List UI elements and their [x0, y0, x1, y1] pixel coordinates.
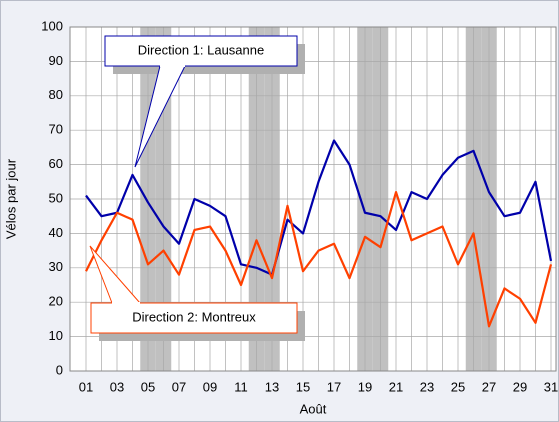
y-tick-label: 10 [49, 328, 63, 343]
x-tick-label: 15 [296, 379, 310, 394]
x-tick-label: 05 [141, 379, 155, 394]
y-tick-label: 30 [49, 259, 63, 274]
y-tick-label: 20 [49, 294, 63, 309]
x-tick-label: 17 [327, 379, 341, 394]
x-tick-label: 25 [451, 379, 465, 394]
x-tick-label: 01 [79, 379, 93, 394]
legend-label: Direction 2: Montreux [132, 309, 256, 324]
x-tick-label: 03 [110, 379, 124, 394]
legend-label: Direction 1: Lausanne [138, 42, 264, 57]
x-tick-label: 29 [513, 379, 527, 394]
x-axis-label: Août [300, 401, 327, 416]
plot-border [69, 26, 557, 372]
callout-box [90, 302, 298, 334]
y-tick-label: 80 [49, 87, 63, 102]
y-tick-label: 50 [49, 190, 63, 205]
callout-box [104, 35, 298, 67]
series-line [85, 191, 553, 328]
x-tick-label: 21 [389, 379, 403, 394]
y-tick-label: 90 [49, 53, 63, 68]
x-tick-label: 09 [203, 379, 217, 394]
y-axis-label: Vélos par jour [3, 158, 18, 239]
x-tick-label: 11 [234, 379, 248, 394]
x-tick-label: 19 [358, 379, 372, 394]
x-tick-label: 31 [544, 379, 558, 394]
x-tick-label: 23 [420, 379, 434, 394]
y-tick-label: 40 [49, 225, 63, 240]
series-line [85, 139, 553, 276]
x-tick-label: 13 [265, 379, 279, 394]
y-tick-label: 70 [49, 122, 63, 137]
y-tick-label: 100 [41, 18, 63, 33]
y-tick-label: 0 [56, 362, 63, 377]
x-tick-label: 27 [482, 379, 496, 394]
y-tick-label: 60 [49, 156, 63, 171]
x-tick-label: 07 [172, 379, 186, 394]
